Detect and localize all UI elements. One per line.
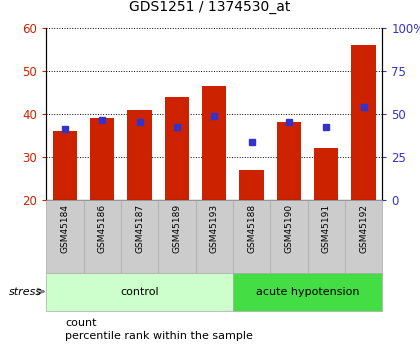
Bar	[53, 131, 77, 200]
Bar	[46, 273, 233, 310]
Bar	[352, 45, 375, 200]
Bar	[233, 273, 382, 310]
Text: GDS1251 / 1374530_at: GDS1251 / 1374530_at	[129, 0, 291, 14]
Text: stress: stress	[9, 287, 42, 296]
Text: control: control	[120, 287, 159, 296]
Bar	[202, 86, 226, 200]
Text: GSM45187: GSM45187	[135, 204, 144, 253]
Bar	[121, 200, 158, 273]
Text: GSM45184: GSM45184	[60, 204, 69, 253]
Text: GSM45186: GSM45186	[98, 204, 107, 253]
Bar	[46, 200, 84, 273]
Bar	[84, 200, 121, 273]
Bar	[233, 200, 270, 273]
Bar	[239, 170, 264, 200]
Text: GSM45192: GSM45192	[359, 204, 368, 253]
Bar	[158, 200, 196, 273]
Bar	[277, 122, 301, 200]
Text: GSM45193: GSM45193	[210, 204, 219, 253]
Bar	[165, 97, 189, 200]
Text: GSM45188: GSM45188	[247, 204, 256, 253]
Bar	[127, 110, 152, 200]
Bar	[307, 200, 345, 273]
Bar	[196, 200, 233, 273]
Text: acute hypotension: acute hypotension	[256, 287, 359, 296]
Text: GSM45190: GSM45190	[284, 204, 293, 253]
Text: percentile rank within the sample: percentile rank within the sample	[65, 332, 253, 341]
Bar	[90, 118, 114, 200]
Bar	[345, 200, 382, 273]
Text: count: count	[65, 318, 97, 327]
Text: GSM45191: GSM45191	[322, 204, 331, 253]
Bar	[314, 148, 339, 200]
Text: GSM45189: GSM45189	[172, 204, 181, 253]
Bar	[270, 200, 307, 273]
